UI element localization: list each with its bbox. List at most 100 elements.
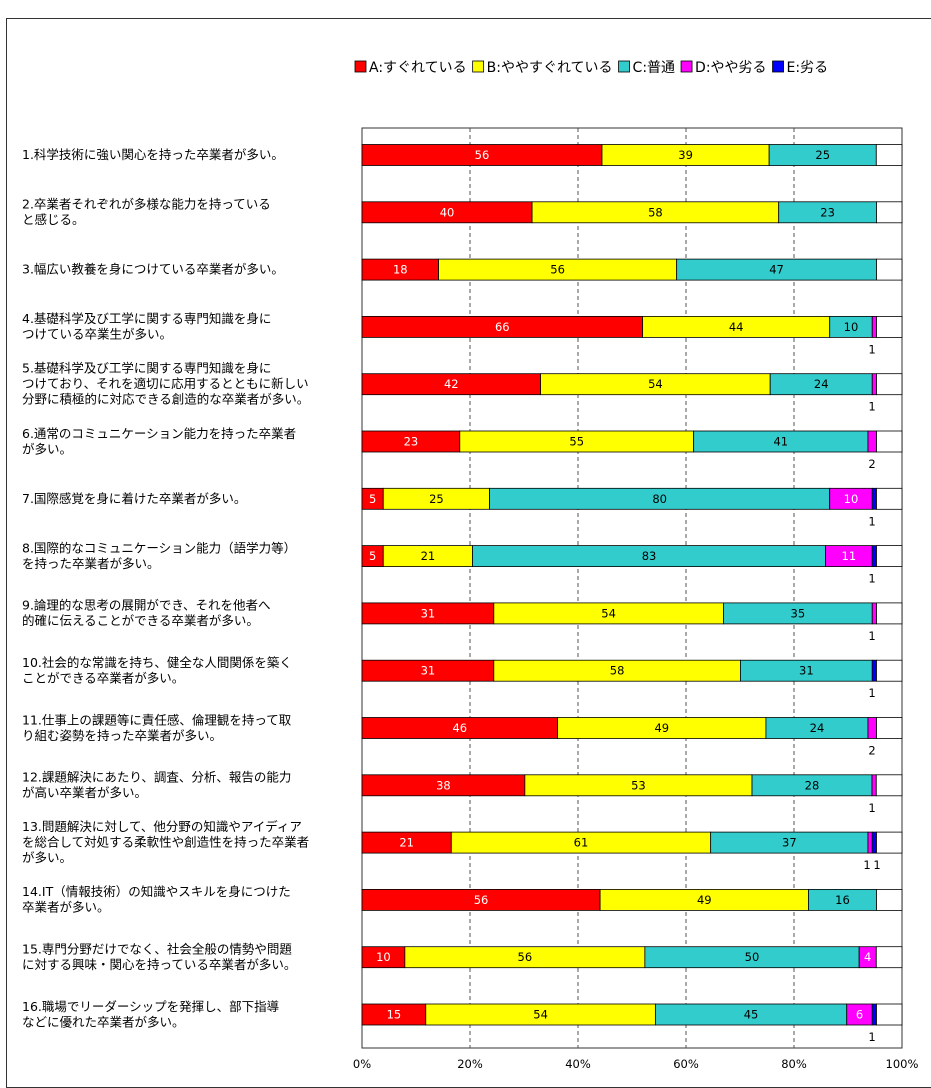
category-label: 5.基礎科学及び工学に関する専門知識を身につけており、それを適切に応用するととも… — [22, 361, 309, 407]
legend-label: C:普通 — [633, 60, 676, 76]
bar-segment — [871, 373, 877, 396]
data-label: 55 — [569, 435, 584, 449]
data-label: 5 — [369, 492, 376, 506]
data-label: 1 — [868, 629, 875, 643]
data-label: 15 — [387, 1008, 402, 1022]
category-label: 1.科学技術に強い関心を持った卒業者が多い。 — [22, 147, 284, 162]
bar-segment — [876, 315, 903, 338]
bar-segment — [875, 144, 903, 166]
data-label: 49 — [654, 721, 669, 735]
bar-segment — [876, 717, 903, 739]
data-label: 1 — [868, 801, 875, 815]
x-tick-label: 60% — [673, 1057, 699, 1071]
data-label: 44 — [729, 320, 744, 334]
data-label: 39 — [678, 148, 693, 162]
data-label: 16 — [835, 893, 850, 907]
bar-segment — [876, 831, 903, 854]
data-label: 45 — [744, 1008, 759, 1022]
bar-segment — [876, 1003, 903, 1026]
data-label: 1 — [873, 858, 880, 872]
category-label: 3.幅広い教養を身につけている卒業者が多い。 — [22, 262, 284, 277]
bar-segment — [871, 1003, 877, 1026]
bar-segment — [875, 774, 903, 797]
data-label: 24 — [814, 377, 829, 391]
category-label: 9.論理的な思考の展開ができ、それを他者へ的確に伝えることができる卒業者が多い。 — [22, 598, 271, 629]
category-label: 6.通常のコミュニケーション能力を持った卒業者が多い。 — [22, 426, 296, 457]
x-tick-label: 40% — [565, 1057, 591, 1071]
data-label: 50 — [745, 950, 760, 964]
data-label: 31 — [421, 664, 436, 678]
bar-segment — [876, 430, 903, 453]
category-label: 4.基礎科学及び工学に関する専門知識を身につけている卒業生が多い。 — [22, 311, 271, 342]
data-label: 40 — [440, 205, 455, 219]
bar-segment — [876, 602, 903, 625]
data-label: 54 — [533, 1008, 548, 1022]
bar-segment — [867, 717, 877, 739]
data-label: 1 — [868, 400, 875, 414]
plot-area — [361, 127, 903, 1049]
bar-segment — [871, 774, 877, 797]
x-tick-label: 20% — [457, 1057, 483, 1071]
category-label: 16.職場でリーダーシップを発揮し、部下指導などに優れた卒業者が多い。 — [22, 999, 279, 1030]
bar-segment — [871, 487, 877, 510]
legend-label: D:やや劣る — [695, 60, 767, 76]
category-label: 14.IT（情報技術）の知識やスキルを身につけた卒業者が多い。 — [22, 884, 291, 915]
data-label: 4 — [864, 950, 871, 964]
data-label: 5 — [369, 549, 376, 563]
category-label: 12.課題解決にあたり、調査、分析、報告の能力が高い卒業者が多い。 — [22, 770, 291, 801]
bar-segment — [871, 545, 877, 567]
legend-swatch — [680, 60, 693, 73]
data-label: 23 — [404, 435, 419, 449]
data-label: 56 — [518, 950, 533, 964]
data-label: 56 — [550, 263, 565, 277]
data-label: 54 — [601, 606, 616, 620]
data-label: 56 — [474, 893, 489, 907]
data-label: 80 — [652, 492, 667, 506]
data-label: 54 — [648, 377, 663, 391]
bar-segment — [871, 315, 877, 338]
data-label: 10 — [844, 320, 859, 334]
data-label: 56 — [475, 148, 490, 162]
data-label: 18 — [393, 263, 408, 277]
legend-label: A:すぐれている — [369, 60, 467, 76]
bar-segment — [875, 946, 903, 969]
data-label: 61 — [574, 836, 589, 850]
data-label: 1 — [868, 342, 875, 356]
data-label: 28 — [805, 778, 820, 792]
legend-swatch — [772, 60, 784, 73]
data-label: 10 — [376, 950, 391, 964]
bar-segment — [871, 659, 877, 682]
data-label: 31 — [799, 664, 814, 678]
data-label: 83 — [642, 549, 657, 563]
category-label: 8.国際的なコミュニケーション能力（語学力等）を持った卒業者が多い。 — [22, 540, 296, 571]
bar-segment — [867, 430, 877, 453]
data-label: 24 — [810, 721, 825, 735]
category-label: 13.問題解決に対して、他分野の知識やアイディアを総合して対処する柔軟性や創造性… — [22, 819, 309, 865]
category-label: 15.専門分野だけでなく、社会全般の情勢や問題に対する興味・関心を持っている卒業… — [22, 941, 296, 972]
category-label: 2.卒業者それぞれが多様な能力を持っていると感じる。 — [22, 197, 271, 228]
data-label: 10 — [844, 492, 859, 506]
data-label: 11 — [842, 549, 857, 563]
bar-segment — [876, 258, 903, 281]
legend-swatch — [354, 60, 367, 73]
x-tick-label: 100% — [886, 1057, 919, 1071]
x-tick-label: 0% — [353, 1057, 371, 1071]
data-label: 42 — [444, 377, 459, 391]
data-label: 1 — [868, 1030, 875, 1044]
bar-segment — [871, 602, 877, 625]
data-label: 58 — [610, 664, 625, 678]
data-label: 1 — [868, 514, 875, 528]
bar-segment — [876, 545, 903, 567]
x-tick-label: 80% — [781, 1057, 807, 1071]
data-label: 31 — [421, 606, 436, 620]
bar-segment — [871, 831, 877, 854]
data-label: 35 — [791, 606, 806, 620]
data-label: 21 — [399, 836, 414, 850]
data-label: 66 — [495, 320, 510, 334]
category-label: 11.仕事上の課題等に責任感、倫理観を持って取り組む姿勢を持った卒業者が多い。 — [22, 712, 292, 743]
data-label: 6 — [856, 1008, 863, 1022]
data-label: 21 — [421, 549, 436, 563]
category-label: 10.社会的な常識を持ち、健全な人間関係を築くことができる卒業者が多い。 — [22, 655, 292, 686]
bar-segment — [876, 201, 903, 224]
